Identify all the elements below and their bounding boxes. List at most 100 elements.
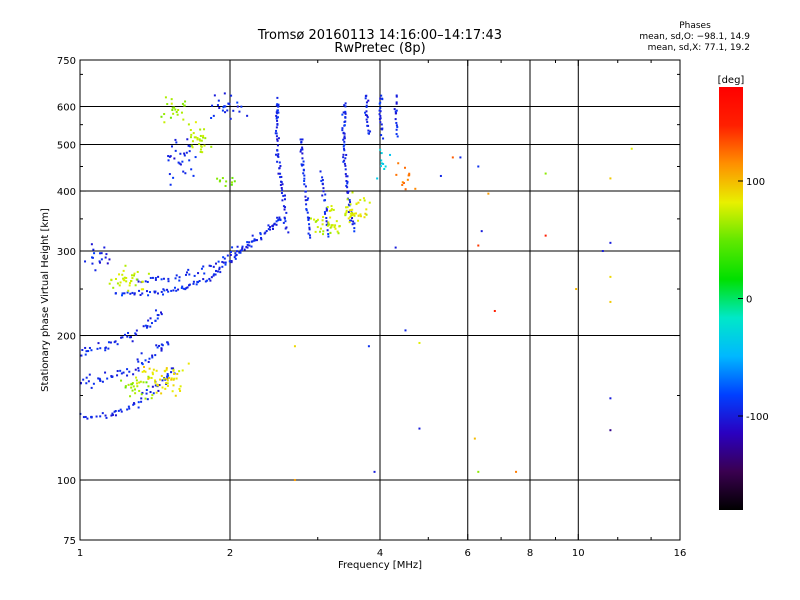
echo-point [199, 150, 202, 153]
echo-point [139, 380, 142, 383]
echo-point [144, 397, 147, 400]
echo-point [394, 246, 397, 249]
echo-point [394, 110, 397, 113]
echo-point [221, 177, 224, 180]
echo-point [151, 394, 154, 397]
echo-point [346, 180, 349, 183]
echo-point [329, 231, 332, 234]
chart-title: Tromsø 20160113 14:16:00–14:17:43 [257, 28, 503, 43]
echo-point [169, 183, 172, 186]
echo-point [345, 179, 348, 182]
echo-point [344, 157, 347, 160]
echo-point [240, 105, 243, 108]
echo-point [224, 263, 227, 266]
x-tick-label: 2 [227, 548, 233, 559]
echo-point [344, 168, 347, 171]
echo-point [275, 114, 278, 117]
echo-point [330, 208, 333, 211]
echo-point [216, 270, 219, 273]
echo-point [140, 400, 143, 403]
echo-point [88, 346, 91, 349]
echo-point [191, 140, 194, 143]
echo-point [276, 103, 279, 106]
echo-point [210, 117, 213, 120]
echo-point [341, 127, 344, 130]
echo-point [230, 183, 233, 186]
colorbar-label: [deg] [718, 75, 745, 86]
echo-point [180, 286, 183, 289]
echo-point [293, 345, 296, 348]
echo-point [116, 282, 119, 285]
echo-point [136, 382, 139, 385]
echo-point [113, 410, 116, 413]
echo-point [185, 151, 188, 154]
echo-point [99, 252, 102, 255]
echo-point [285, 226, 288, 229]
echo-point [92, 248, 95, 251]
echo-point [229, 251, 232, 254]
echo-point [379, 165, 382, 168]
echo-point [363, 199, 366, 202]
echo-point [162, 288, 165, 291]
echo-point [395, 121, 398, 124]
echo-point [349, 215, 352, 218]
echo-point [337, 232, 340, 235]
echo-point [376, 177, 379, 180]
echo-point [305, 208, 308, 211]
echo-point [343, 137, 346, 140]
echo-point [160, 374, 163, 377]
echo-point [345, 184, 348, 187]
echo-point [345, 211, 348, 214]
echo-point [325, 208, 328, 211]
echo-point [208, 277, 211, 280]
echo-point [333, 226, 336, 229]
echo-point [349, 212, 352, 215]
echo-point [279, 165, 282, 168]
echo-point [210, 276, 213, 279]
echo-point [175, 377, 178, 380]
grid-lines [80, 60, 680, 540]
echo-point [380, 94, 383, 97]
echo-point [369, 130, 372, 133]
echo-point [172, 384, 175, 387]
echo-point [79, 381, 82, 384]
echo-point [140, 397, 143, 400]
y-tick-label: 400 [57, 187, 76, 198]
echo-point [218, 266, 221, 269]
echo-point [121, 336, 124, 339]
echo-point [171, 390, 174, 393]
echo-point [175, 289, 178, 292]
echo-point [342, 132, 345, 135]
echo-point [322, 230, 325, 233]
echo-point [135, 329, 138, 332]
echo-point [379, 117, 382, 120]
echo-point [157, 275, 160, 278]
echo-point [272, 227, 275, 230]
echo-point [181, 369, 184, 372]
echo-point [178, 387, 181, 390]
echo-point [100, 252, 103, 255]
echo-point [134, 392, 137, 395]
echo-point [215, 269, 218, 272]
echo-point [368, 201, 371, 204]
echo-point [365, 101, 368, 104]
echo-point [92, 382, 95, 385]
echo-point [135, 379, 138, 382]
echo-point [365, 110, 368, 113]
echo-point [134, 284, 137, 287]
echo-point [98, 261, 101, 264]
echo-point [344, 111, 347, 114]
echo-point [188, 159, 191, 162]
echo-point [162, 277, 165, 280]
echo-point [133, 274, 136, 277]
echo-point [300, 141, 303, 144]
echo-point [246, 114, 249, 117]
echo-point [346, 191, 349, 194]
echo-point [209, 279, 212, 282]
echo-point [350, 211, 353, 214]
echo-point [109, 341, 112, 344]
echo-point [134, 332, 137, 335]
echo-point [165, 367, 168, 370]
echo-point [325, 207, 328, 210]
x-tick-label: 6 [465, 548, 471, 559]
